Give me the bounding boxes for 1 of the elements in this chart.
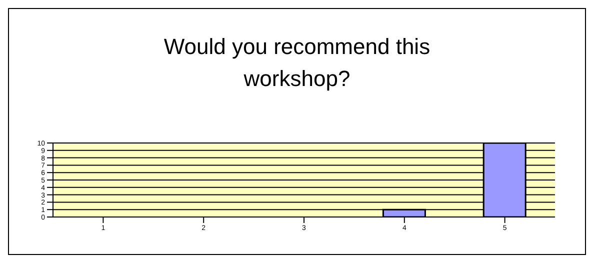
- chart-title: Would you recommend this workshop?: [162, 33, 432, 93]
